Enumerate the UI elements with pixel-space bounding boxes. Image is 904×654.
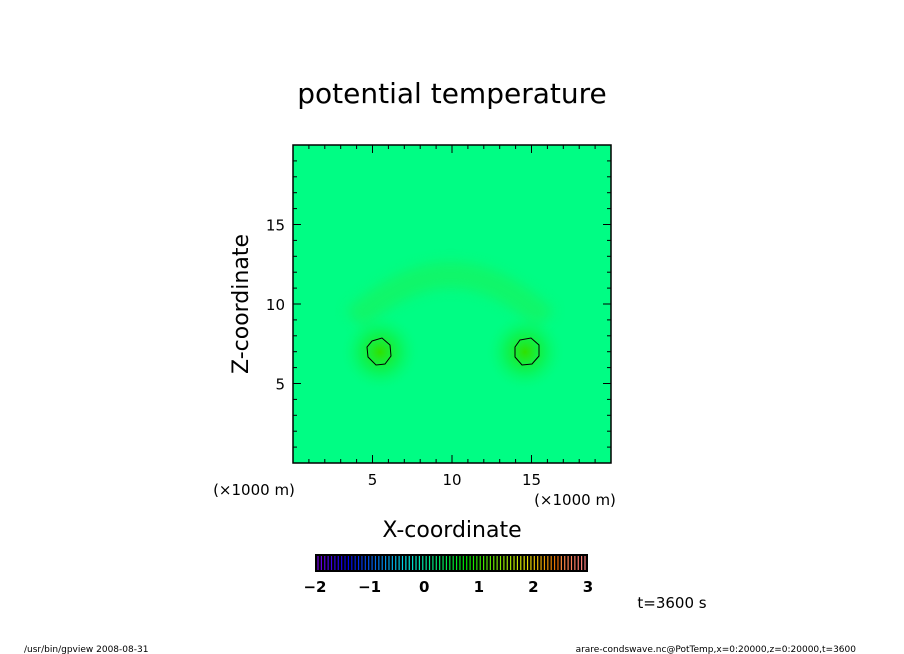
left-anomaly (340, 312, 420, 392)
time-label: t=3600 s (637, 594, 706, 612)
right-anomaly (485, 312, 565, 392)
colorbar-tick-label: 1 (474, 578, 484, 596)
colorbar-tick-label: 0 (419, 578, 429, 596)
x-axis-label: X-coordinate (382, 518, 521, 543)
x-unit-label: (×1000 m) (534, 491, 616, 509)
left-contour (366, 337, 392, 366)
colorbar-tick-label: −1 (358, 578, 381, 596)
y-unit-label: (×1000 m) (213, 481, 295, 499)
colorbar-tick-label: −2 (303, 578, 326, 596)
footer-left: /usr/bin/gpview 2008-08-31 (24, 645, 148, 654)
chart-title: potential temperature (297, 77, 606, 110)
colorbar: −2 −1 0 1 2 3 (303, 554, 593, 596)
colorbar-tick-label: 2 (528, 578, 538, 596)
x-tick-label: 5 (368, 471, 378, 489)
y-tick-label: 15 (266, 217, 285, 235)
footer-right: arare-condswave.nc@PotTemp,x=0:20000,z=0… (576, 645, 857, 654)
axis-ticks: 5 10 15 5 10 15 (266, 145, 611, 489)
x-tick-label: 15 (522, 471, 541, 489)
right-contour (514, 337, 540, 366)
y-tick-label: 5 (275, 376, 285, 394)
colorbar-background (315, 554, 588, 572)
colorbar-tick-label: 3 (583, 578, 593, 596)
plot-field (293, 145, 611, 463)
arc-feature (346, 262, 555, 330)
y-tick-label: 10 (266, 296, 285, 314)
x-tick-label: 10 (442, 471, 461, 489)
y-axis-label: Z-coordinate (229, 234, 254, 374)
